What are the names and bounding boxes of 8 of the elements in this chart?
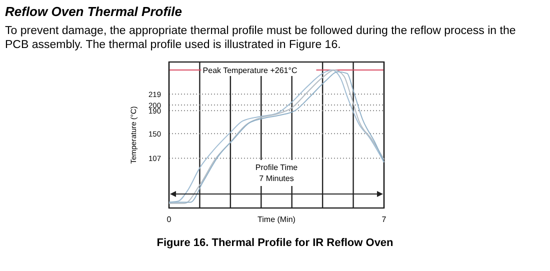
caption: Figure 16. Thermal Profile for IR Reflow Oven [156,237,394,249]
chart-subtitle: To prevent damage, the appropriate thermal profile must be followed during the reflow process in the PCB assembly. The thermal profile used is illustrated in Figure 16. [5,25,516,51]
x-axis-title: Time (Min) [258,215,296,224]
x-tick-label: 7 [382,215,387,224]
ref-line-label: Peak Temperature +261°C [202,66,298,76]
chart-title: Reflow Oven Thermal Profile [5,4,182,19]
annotation: Profile Time 7 Minutes [255,163,298,183]
x-tick-label: 0 [166,215,172,224]
